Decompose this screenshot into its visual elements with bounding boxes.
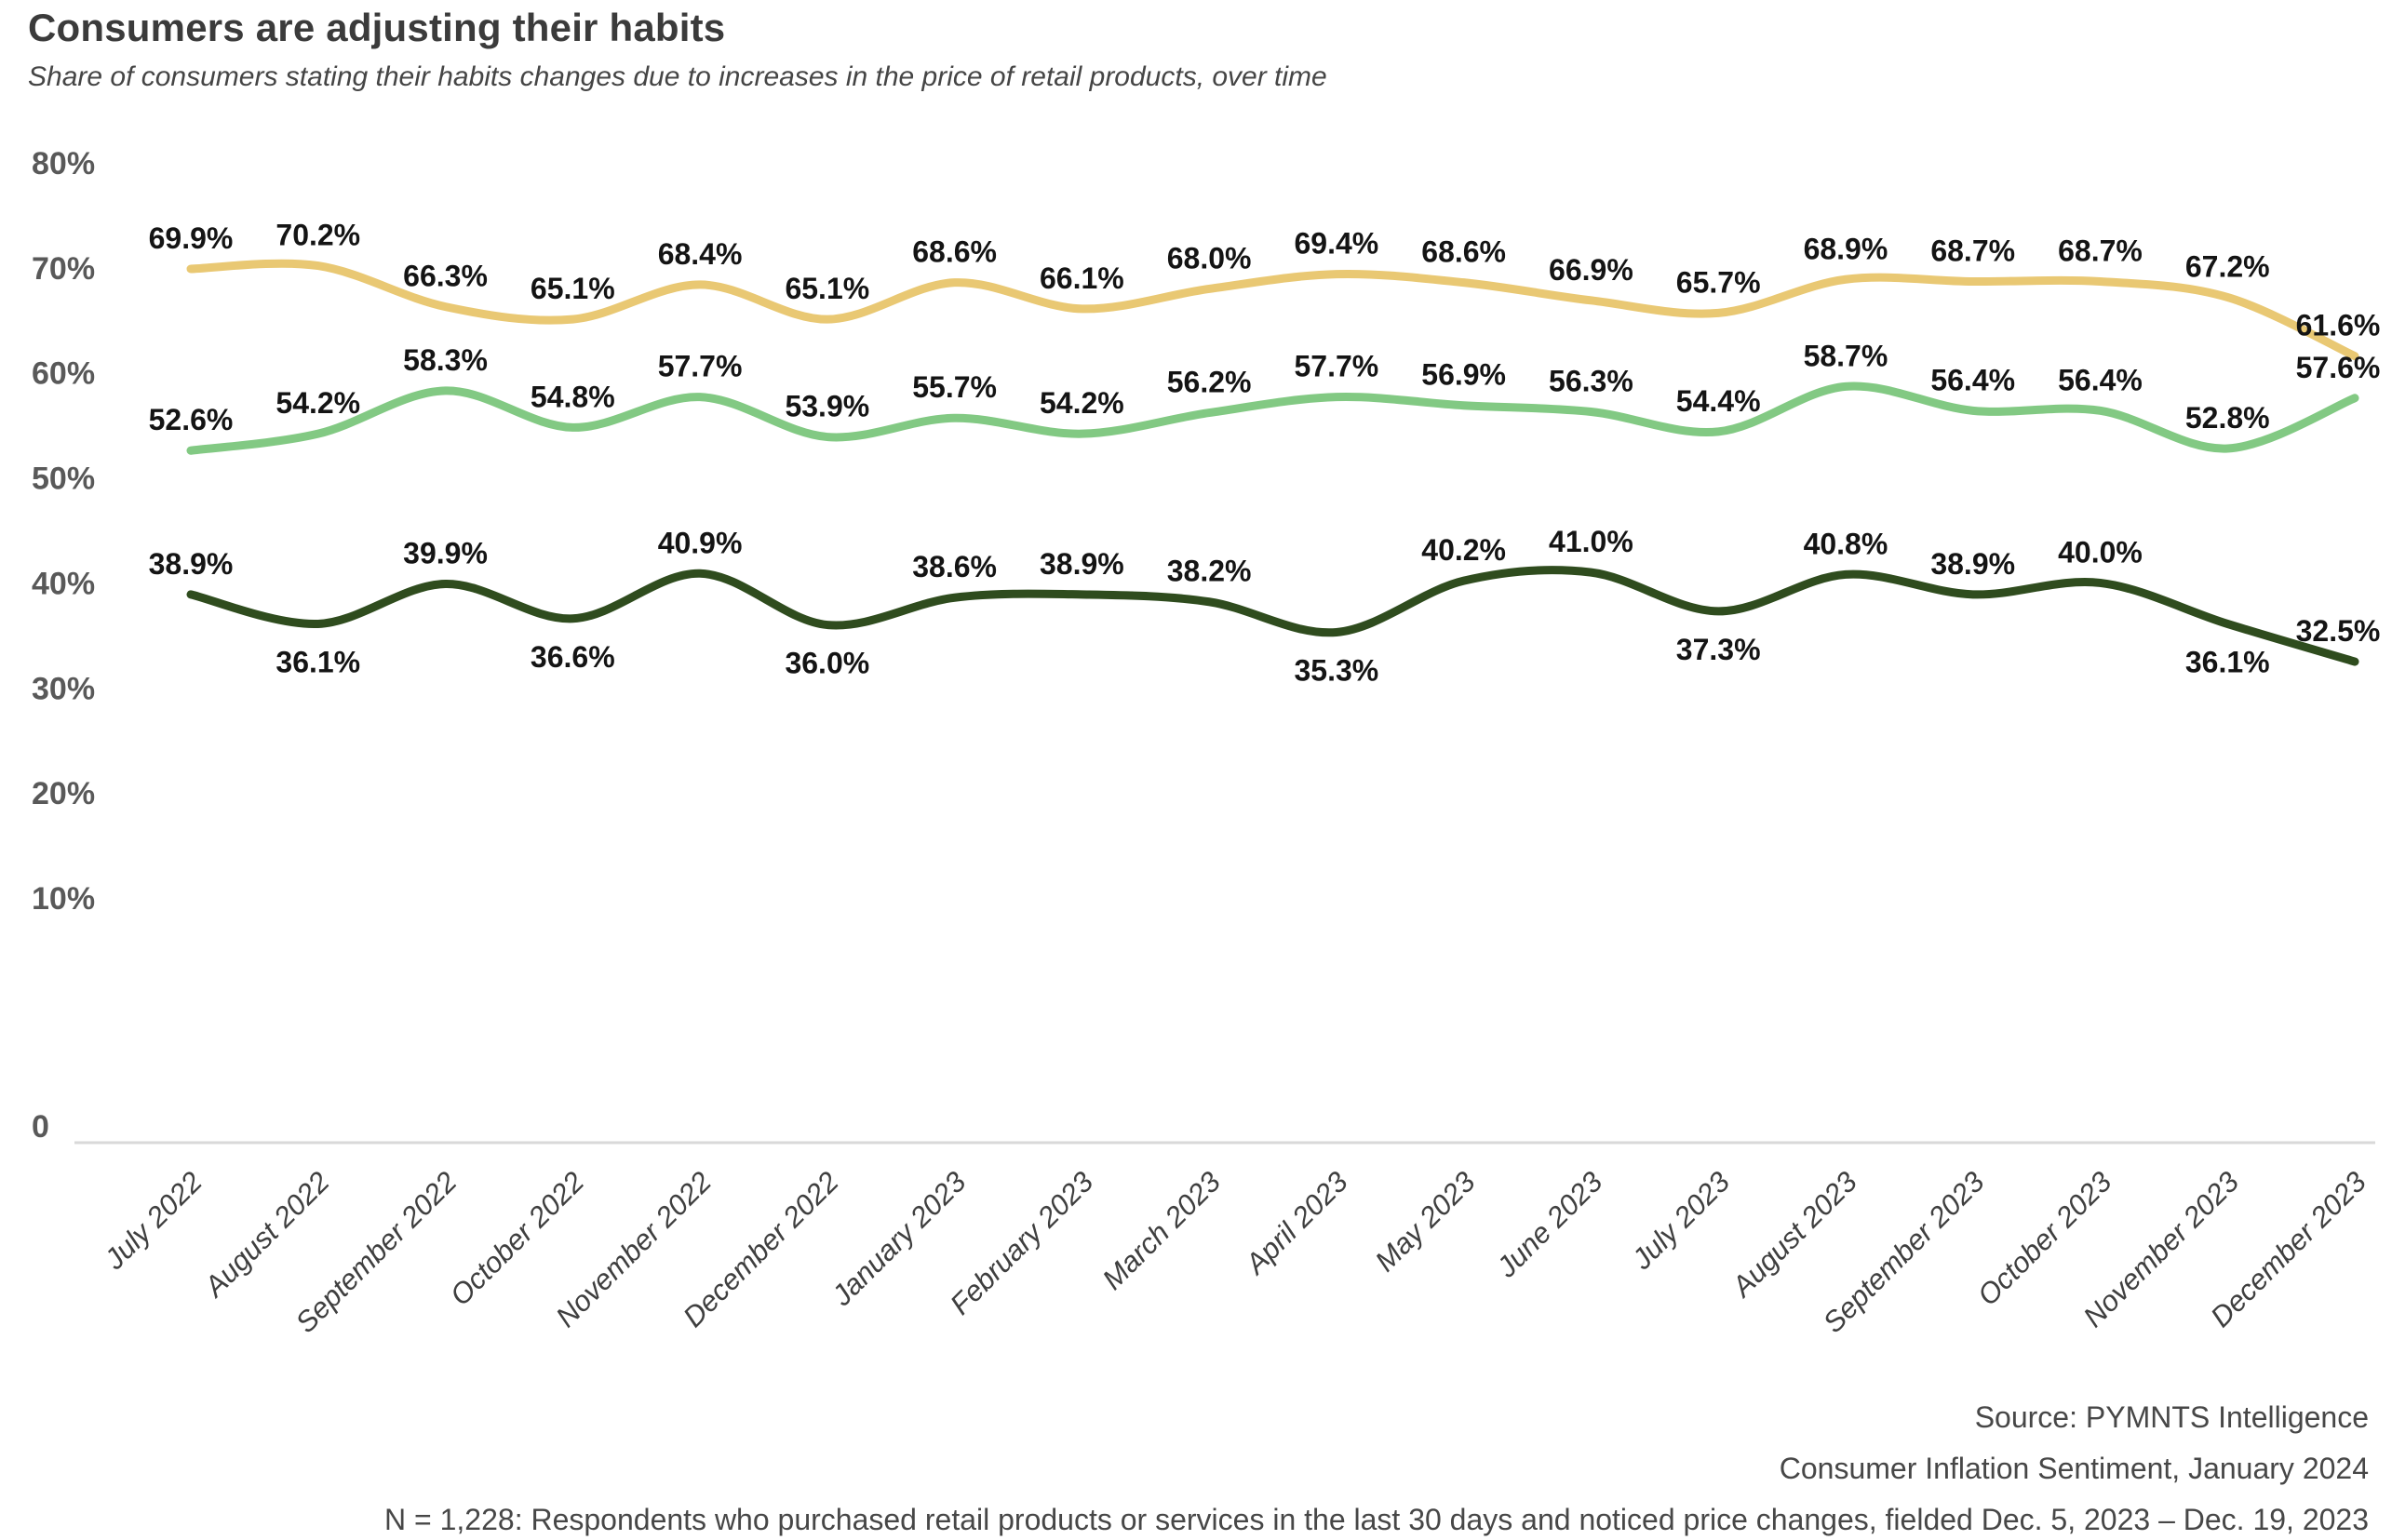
data-label: 36.0%	[785, 647, 869, 680]
x-axis-tick-label: May 2023	[1369, 1165, 1482, 1278]
x-axis-tick-label: March 2023	[1096, 1165, 1228, 1296]
data-label: 68.6%	[1421, 235, 1506, 269]
y-axis-tick-label: 30%	[32, 671, 95, 706]
y-axis-tick-label: 20%	[32, 776, 95, 811]
data-label: 41.0%	[1549, 525, 1633, 558]
data-label: 54.2%	[275, 386, 360, 420]
data-label: 66.1%	[1040, 261, 1124, 295]
data-label: 52.8%	[2185, 401, 2270, 435]
series-lines	[186, 259, 2359, 666]
series-line-dark-green-line	[186, 566, 2359, 666]
x-axis-tick-label: August 2023	[1725, 1165, 1863, 1304]
data-label: 36.1%	[2185, 645, 2270, 678]
y-axis-tick-label: 10%	[32, 881, 95, 917]
data-label: 40.0%	[2058, 535, 2143, 569]
y-axis-tick-label: 60%	[32, 356, 95, 392]
chart-subtitle: Share of consumers stating their habits …	[28, 61, 1327, 92]
y-axis-labels: 80% 70% 60% 50% 40% 30% 20% 10% 0	[32, 146, 95, 1145]
x-axis-tick-label: June 2023	[1490, 1165, 1609, 1284]
data-label: 38.9%	[1930, 547, 2015, 581]
data-label: 55.7%	[912, 370, 997, 404]
data-label: 56.4%	[2058, 363, 2143, 396]
data-label: 61.6%	[2296, 309, 2381, 342]
data-label: 58.3%	[403, 343, 488, 377]
data-label: 56.9%	[1421, 358, 1506, 392]
data-label: 40.8%	[1804, 527, 1888, 560]
data-label: 68.0%	[1167, 241, 1252, 275]
data-label: 58.7%	[1804, 339, 1888, 372]
x-axis-tick-label: October 2023	[1971, 1165, 2118, 1312]
data-label: 36.1%	[275, 645, 360, 678]
x-axis-tick-label: July 2023	[1625, 1165, 1736, 1276]
data-label: 65.1%	[785, 272, 869, 305]
footer-sample-note-line: N = 1,228: Respondents who purchased ret…	[384, 1503, 2369, 1536]
data-label: 32.5%	[2296, 614, 2381, 648]
footer-source-line: Source: PYMNTS Intelligence	[1974, 1400, 2369, 1434]
data-label: 54.8%	[531, 380, 615, 413]
data-label: 54.4%	[1676, 384, 1761, 418]
x-axis-tick-label: August 2022	[196, 1165, 335, 1304]
data-label: 56.3%	[1549, 364, 1633, 397]
y-axis-tick-label: 70%	[32, 251, 95, 287]
data-label: 66.9%	[1549, 253, 1633, 287]
data-label: 38.6%	[912, 550, 997, 583]
data-label: 52.6%	[149, 403, 234, 436]
data-label: 57.6%	[2296, 351, 2381, 384]
series-line-gold-line	[186, 259, 2359, 361]
data-label: 40.2%	[1421, 533, 1506, 567]
data-label: 40.9%	[658, 526, 743, 559]
data-label: 53.9%	[785, 390, 869, 423]
data-label: 69.9%	[149, 221, 234, 255]
data-label: 57.7%	[658, 350, 743, 383]
data-label: 65.7%	[1676, 265, 1761, 299]
data-label: 35.3%	[1295, 653, 1379, 687]
data-label: 66.3%	[403, 260, 488, 293]
y-axis-tick-label: 0	[32, 1109, 49, 1145]
data-label: 69.4%	[1295, 227, 1379, 261]
footer-report-line: Consumer Inflation Sentiment, January 20…	[1779, 1452, 2369, 1485]
data-label: 68.6%	[912, 235, 997, 269]
data-label: 68.9%	[1804, 232, 1888, 265]
y-axis-tick-label: 40%	[32, 566, 95, 601]
chart-title: Consumers are adjusting their habits	[28, 6, 726, 49]
data-label: 65.1%	[531, 272, 615, 305]
data-label: 54.2%	[1040, 386, 1124, 420]
y-axis-tick-label: 80%	[32, 146, 95, 181]
data-label: 56.4%	[1930, 363, 2015, 396]
data-label: 39.9%	[403, 537, 488, 570]
data-label: 56.2%	[1167, 366, 1252, 399]
data-label: 37.3%	[1676, 633, 1761, 666]
y-axis-tick-label: 50%	[32, 462, 95, 497]
x-axis-tick-label: October 2022	[444, 1165, 591, 1312]
x-axis-tick-label: July 2022	[98, 1165, 208, 1276]
data-label: 38.2%	[1167, 555, 1252, 588]
data-label: 68.7%	[2058, 234, 2143, 268]
data-label: 70.2%	[275, 219, 360, 252]
data-labels: 69.9% 70.2% 66.3% 65.1% 68.4% 65.1% 68.6% 66.1%…	[149, 219, 2381, 688]
chart-footer: Source: PYMNTS Intelligence Consumer Inf…	[384, 1381, 2369, 1534]
data-label: 38.9%	[1040, 547, 1124, 581]
x-axis-tick-label: April 2023	[1238, 1165, 1354, 1281]
data-label: 57.7%	[1295, 350, 1379, 383]
data-label: 36.6%	[531, 640, 615, 674]
data-label: 38.9%	[149, 547, 234, 581]
data-label: 68.7%	[1930, 234, 2015, 268]
series-line-light-green-line	[186, 382, 2359, 455]
data-label: 68.4%	[658, 237, 743, 271]
data-label: 67.2%	[2185, 249, 2270, 283]
